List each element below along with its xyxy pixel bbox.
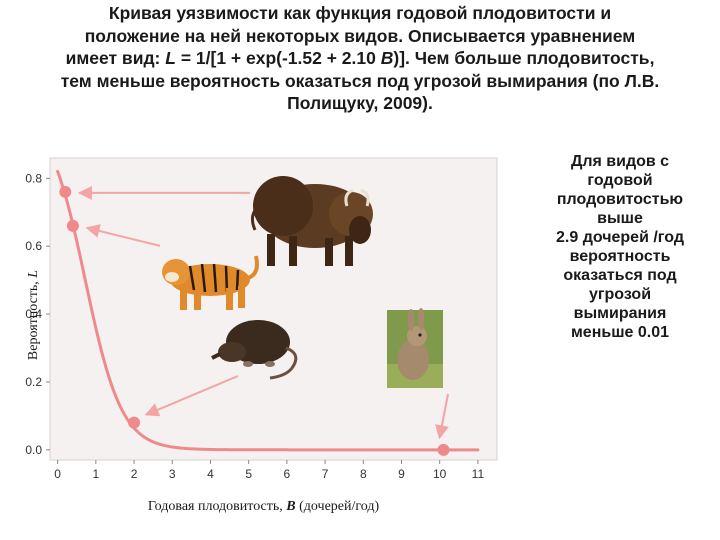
x-tick-label: 9 bbox=[398, 467, 405, 481]
y-tick-label: 0.2 bbox=[25, 375, 42, 389]
rabbit-point bbox=[437, 443, 450, 456]
y-tick-label: 0.0 bbox=[25, 443, 42, 457]
x-tick-label: 7 bbox=[322, 467, 329, 481]
x-tick-label: 4 bbox=[207, 467, 214, 481]
side-note-line: угрозой bbox=[588, 286, 652, 303]
y-tick-label: 0.6 bbox=[25, 239, 42, 253]
side-note-line: выше bbox=[597, 210, 643, 227]
title-line: имеет вид: L = 1/[1 + exp(-1.52 + 2.10 B… bbox=[65, 48, 655, 68]
vulnerability-chart: 0.0 0.2 0.4 0.6 0.8 0 1 2 3 4 5 6 7 8 9 10 11 Годовая пло… bbox=[25, 157, 498, 514]
side-note-line: вымирания bbox=[573, 305, 667, 322]
page-title: Кривая уязвимости как функция годовой пл… bbox=[0, 2, 720, 115]
x-axis-label: Годовая плодовитость, B (дочерей/год) bbox=[148, 499, 380, 514]
side-note-line: годовой bbox=[587, 172, 653, 189]
x-tick-label: 0 bbox=[54, 467, 61, 481]
y-tick-label: 0.8 bbox=[25, 171, 42, 185]
x-tick-label: 10 bbox=[433, 467, 447, 481]
title-line: Кривая уязвимости как функция годовой пл… bbox=[108, 3, 612, 23]
x-tick-label: 1 bbox=[93, 467, 100, 481]
y-tick-label: 0.4 bbox=[25, 307, 42, 321]
side-note-line: плодовитостью bbox=[556, 191, 684, 208]
rabbit-icon bbox=[387, 308, 443, 388]
tiger-icon bbox=[162, 255, 259, 310]
shrew-point bbox=[128, 416, 141, 429]
x-tick-label: 3 bbox=[169, 467, 176, 481]
side-note-line: оказаться под bbox=[563, 267, 677, 284]
tiger-point bbox=[66, 219, 79, 232]
tiger-arrow bbox=[85, 224, 161, 247]
x-tick-label: 8 bbox=[360, 467, 367, 481]
side-note: Для видов с годовой плодовитостью выше 2… bbox=[535, 152, 705, 342]
y-axis-label: Вероятность, L bbox=[26, 270, 41, 360]
vulnerability-curve bbox=[56, 169, 480, 452]
title-line: положение на ней некоторых видов. Описыв… bbox=[84, 25, 636, 46]
rabbit-arrow bbox=[435, 393, 449, 440]
x-tick-label: 6 bbox=[284, 467, 291, 481]
x-tick-label: 2 bbox=[131, 467, 138, 481]
title-line: тем меньше вероятность оказаться под угр… bbox=[60, 70, 660, 91]
x-tick-label: 11 bbox=[472, 467, 485, 481]
x-tick-label: 5 bbox=[245, 467, 252, 481]
shrew-icon bbox=[211, 320, 298, 380]
shrew-arrow bbox=[144, 375, 239, 417]
title-line: Полищуку, 2009). bbox=[287, 93, 433, 113]
side-note-line: 2.9 дочерей /год bbox=[556, 229, 684, 246]
side-note-line: Для видов с bbox=[570, 153, 670, 170]
bison-point bbox=[59, 185, 72, 198]
bison-icon bbox=[250, 176, 373, 266]
side-note-line: вероятность bbox=[569, 248, 671, 265]
side-note-line: меньше 0.01 bbox=[570, 324, 670, 341]
